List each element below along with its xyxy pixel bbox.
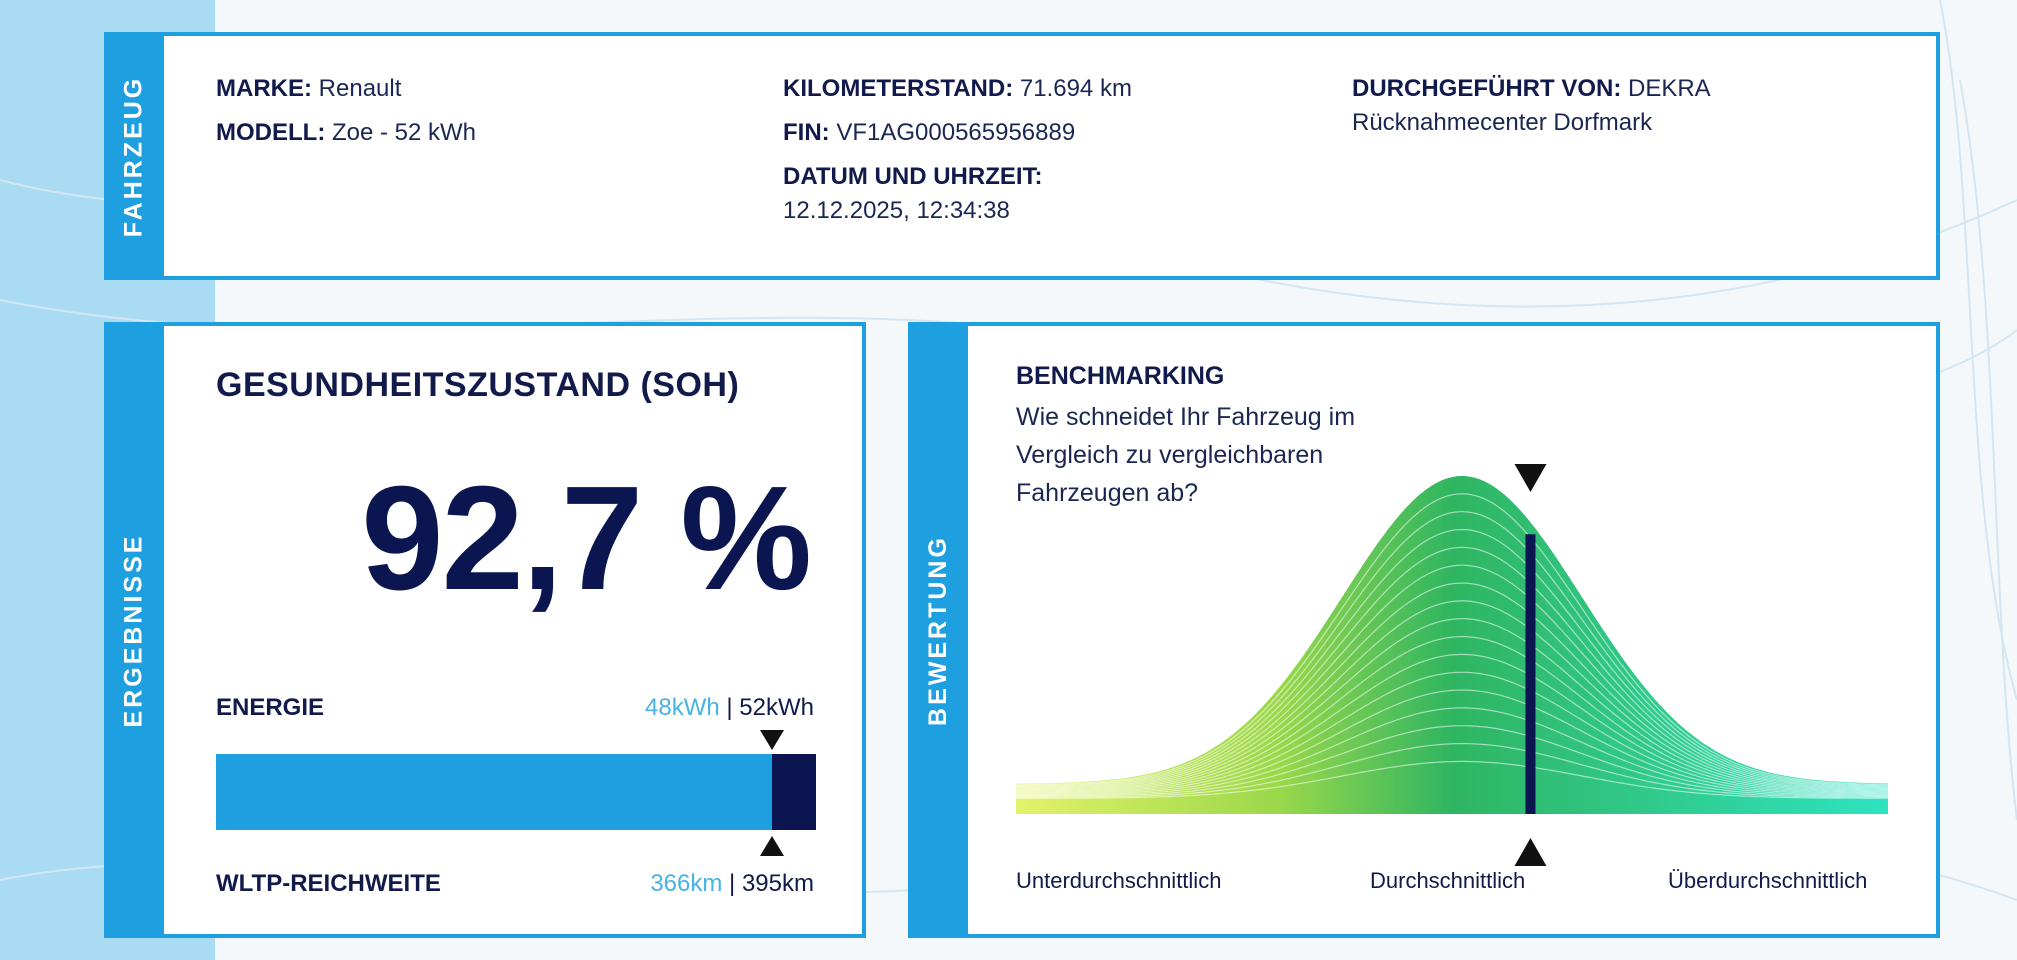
bell-contour-line [1016,511,1889,787]
bell-contour-line [1016,689,1888,796]
location-value: Rücknahmecenter Dorfmark [1352,109,1653,136]
bell-contour-line [1016,725,1888,798]
energy-marker-icon [760,730,785,750]
vin-value: VF1AG000565956889 [836,119,1076,146]
rating-card: BEWERTUNG BENCHMARKING Wie schneidet Ihr… [908,322,1940,938]
scale-mid-label: Durchschnittlich [1370,868,1526,893]
bell-contour-line [1016,636,1888,793]
vehicle-section-label: FAHRZEUG [104,32,164,280]
model-value: Zoe - 52 kWh [331,119,477,146]
range-marker-icon [760,836,785,856]
scale-low-label: Unterdurchschnittlich [1016,868,1222,893]
range-label: WLTP-REICHWEITE [216,870,441,897]
soh-title: GESUNDHEITSZUSTAND (SOH) [216,366,740,404]
datetime-value: 12.12.2025, 12:34:38 [783,197,1010,224]
energy-nominal: 52kWh [739,694,814,721]
model-field: MODELL: Zoe - 52 kWh [216,119,477,146]
soh-bar [216,754,816,830]
results-card: ERGEBNISSE GESUNDHEITSZUSTAND (SOH) 92,7… [104,322,866,938]
benchmark-title: BENCHMARKING [1016,362,1225,390]
bell-contour-line [1015,653,1888,794]
energy-values: 48kWh | 52kWh [645,694,814,721]
bell-contour-line [1016,707,1888,797]
performed-by-value: DEKRA [1628,75,1711,102]
results-section-label: ERGEBNISSE [104,322,164,938]
bell-contour-line [1016,582,1888,790]
benchmark-marker-top-icon [1514,464,1547,492]
range-nominal: 395km [741,870,814,897]
benchmark-curve [1015,464,1889,866]
brand-field: MARKE: Renault [216,75,402,102]
mileage-value: 71.694 km [1019,75,1132,102]
energy-current: 48kWh [645,694,720,721]
vin-field: FIN: VF1AG000565956889 [783,119,1076,146]
scale-high-label: Überdurchschnittlich [1668,868,1868,893]
bell-contour-line [1016,760,1888,799]
mileage-field: KILOMETERSTAND: 71.694 km [783,75,1132,102]
bell-contour-line [1016,493,1889,786]
datetime-field: DATUM UND UHRZEIT: 12.12.2025, 12:34:38 [783,163,1043,224]
bell-contour-line [1016,743,1888,798]
bell-contour-line [1016,671,1889,795]
energy-label: ENERGIE [216,694,325,721]
soh-bar-remaining [772,754,816,830]
bell-contour-line [1016,618,1889,792]
bell-contour-line [1015,546,1889,788]
range-values: 366km | 395km [650,870,814,897]
bell-contour-line [1016,529,1888,787]
soh-value: 92,7 % [361,456,812,621]
rating-section-label: BEWERTUNG [908,322,968,938]
vehicle-card: FAHRZEUG MARKE: Renault MODELL: Zoe - 52… [104,32,1940,280]
range-current: 366km [650,870,723,897]
benchmark-marker-bottom-icon [1514,838,1547,866]
performed-by-field: DURCHGEFÜHRT VON: DEKRA Rücknahmecenter … [1352,75,1711,136]
brand-value: Renault [318,75,402,102]
benchmark-question: Wie schneidet Ihr Fahrzeug im Vergleich … [1016,403,1356,507]
bell-contour-line [1016,600,1889,791]
bell-contour-line [1015,564,1889,789]
bell-curve-area [1016,476,1888,814]
